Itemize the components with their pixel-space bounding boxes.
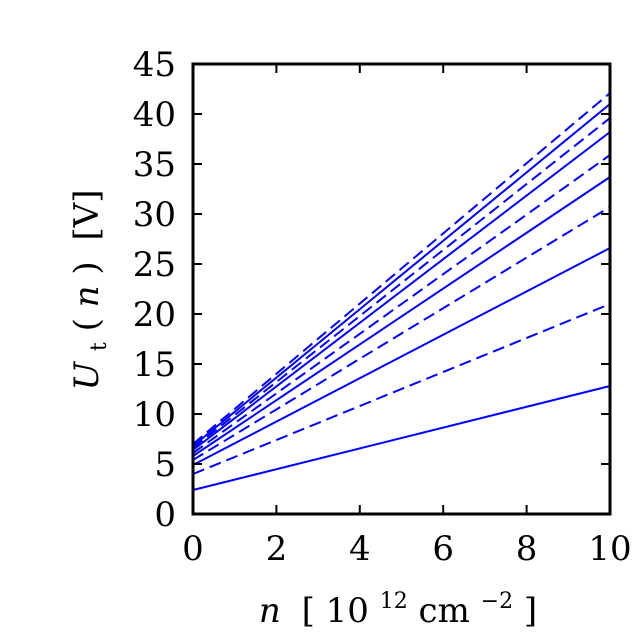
y-tick-label: 10	[133, 395, 176, 435]
ticks-layer: 0 2 4 6 8 10 0 5 10 15 20 25 30 35 40 45	[133, 45, 632, 569]
series-line-10	[192, 92, 611, 445]
x-tick-label: 2	[266, 529, 288, 569]
series-line-8	[192, 117, 611, 449]
series-line-9	[192, 103, 611, 447]
series-line-6	[192, 154, 611, 454]
series-line-3	[192, 247, 611, 466]
y-axis-label: U t ( n ) [V]	[67, 189, 115, 390]
y-tick-label: 30	[133, 195, 176, 235]
y-tick-label: 0	[154, 495, 176, 535]
y-tick-label: 40	[133, 95, 176, 135]
series-layer	[192, 92, 611, 491]
x-tick-label: 10	[588, 529, 631, 569]
y-tick-label: 25	[133, 245, 176, 285]
y-tick-label: 45	[133, 45, 176, 85]
plot-frame	[191, 62, 612, 516]
y-tick-label: 20	[133, 295, 176, 335]
series-line-2	[192, 303, 611, 475]
series-line-5	[192, 176, 611, 457]
series-line-1	[192, 385, 611, 491]
y-tick-label: 35	[133, 145, 176, 185]
series-line-7	[192, 131, 611, 451]
x-tick-label: 4	[349, 529, 371, 569]
x-tick-label: 0	[182, 529, 204, 569]
x-tick-label: 6	[432, 529, 454, 569]
x-axis-label: n [ 10 12 cm −2 ]	[259, 577, 537, 631]
y-tick-label: 15	[133, 345, 176, 385]
series-line-4	[192, 206, 611, 461]
y-tick-label: 5	[154, 445, 176, 485]
x-tick-label: 8	[516, 529, 538, 569]
